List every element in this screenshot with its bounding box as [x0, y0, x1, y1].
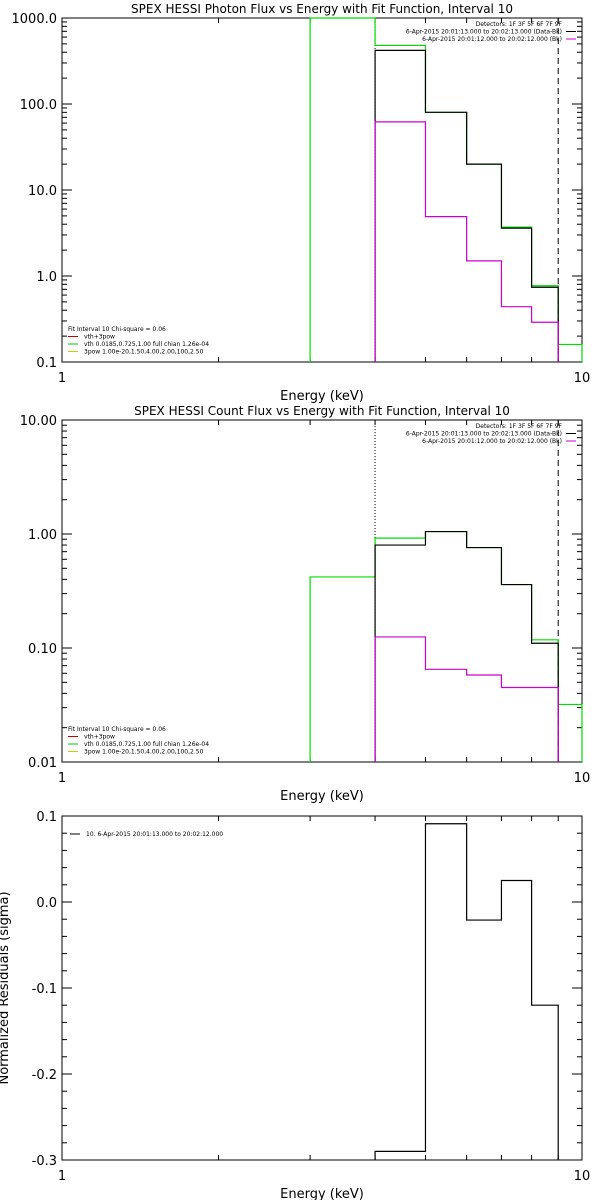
- series-step-line-3: [374, 636, 559, 762]
- legend-entry-text: Fit Interval 10 Chi-square = 0.06: [68, 726, 166, 733]
- plot-frame: [61, 17, 583, 363]
- legend-entry-text: vth 0.0185,0.725,1.00 full chian 1.26e-0…: [84, 741, 209, 748]
- x-axis-label: Energy (keV): [280, 389, 364, 404]
- y-tick-label: 0.01: [28, 756, 57, 771]
- plot-frame: [61, 419, 583, 763]
- x-tick-label: 10: [574, 1169, 591, 1184]
- legend-entry-text: 6-Apr-2015 20:01:12.000 to 20:02:12.000 …: [422, 438, 562, 445]
- y-tick-label: 1000.0: [12, 12, 58, 27]
- y-tick-label: 0.1: [36, 356, 57, 371]
- series-step-line-2: [374, 530, 559, 762]
- chart-title: SPEX HESSI Photon Flux vs Energy with Fi…: [131, 2, 513, 16]
- x-axis-label: Energy (keV): [280, 1187, 364, 1200]
- legend-entry-text: vth+3pow: [84, 734, 115, 741]
- y-tick-label: 0.10: [28, 642, 57, 657]
- series-step-line-1: [309, 17, 583, 362]
- legend-entry-text: 6-Apr-2015 20:01:13.000 to 20:02:13.000 …: [406, 431, 562, 438]
- legend-entry-text: 6-Apr-2015 20:01:13.000 to 20:02:13.000 …: [406, 29, 562, 36]
- series-step-line-1: [374, 823, 559, 1160]
- y-axis-label: Normalized Residuals (sigma): [0, 891, 12, 1084]
- x-tick-label: 10: [574, 371, 591, 386]
- legend-entry-text: vth+3pow: [84, 334, 115, 341]
- y-tick-label: 1.0: [36, 270, 57, 285]
- legend-entry-text: 6-Apr-2015 20:01:12.000 to 20:02:12.000 …: [422, 36, 562, 43]
- plot-frame: [61, 815, 583, 1161]
- y-tick-label: 0.1: [36, 810, 57, 825]
- x-axis-label: Energy (keV): [280, 789, 364, 804]
- chart-title: SPEX HESSI Count Flux vs Energy with Fit…: [134, 404, 510, 418]
- y-tick-label: 100.0: [20, 98, 57, 113]
- y-tick-label: 1.00: [28, 528, 57, 543]
- y-tick-label: -0.2: [32, 1068, 57, 1083]
- y-tick-label: 10.00: [20, 414, 57, 429]
- series-step-line-1: [309, 530, 583, 762]
- x-tick-label: 10: [574, 771, 591, 786]
- legend-entry-text: vth 0.0185,0.725,1.00 full chian 1.26e-0…: [84, 341, 209, 348]
- legend-entry-text: 10. 6-Apr-2015 20:01:13.000 to 20:02:12.…: [86, 831, 223, 838]
- y-tick-label: -0.1: [32, 982, 57, 997]
- y-tick-label: 0.0: [36, 896, 57, 911]
- series-step-line-2: [374, 49, 559, 362]
- legend-entry-text: 3pow 1.00e-20,1.50,4.00,2.00,100,2.50: [84, 349, 204, 356]
- chart-panel-1: SPEX HESSI Photon Flux vs Energy with Fi…: [12, 2, 591, 404]
- legend-entry-text: Fit Interval 10 Chi-square = 0.06: [68, 326, 166, 333]
- legend-entry-text: 3pow 1.00e-20,1.50,4.00,2.00,100,2.50: [84, 749, 204, 756]
- x-tick-label: 1: [58, 771, 66, 786]
- x-tick-label: 1: [58, 1169, 66, 1184]
- y-tick-label: 10.0: [28, 184, 57, 199]
- chart-panel-3: Energy (keV) Normalized Residuals (sigma)…: [0, 810, 590, 1200]
- y-tick-label: -0.3: [32, 1154, 57, 1169]
- x-tick-label: 1: [58, 371, 66, 386]
- series-step-line-3: [374, 121, 559, 362]
- legend-entry-text: Detectors: 1F 3F 5F 6F 7F 9F: [476, 21, 563, 28]
- chart-panel-2: SPEX HESSI Count Flux vs Energy with Fit…: [20, 404, 590, 804]
- legend-entry-text: Detectors: 1F 3F 5F 6F 7F 9F: [476, 423, 563, 430]
